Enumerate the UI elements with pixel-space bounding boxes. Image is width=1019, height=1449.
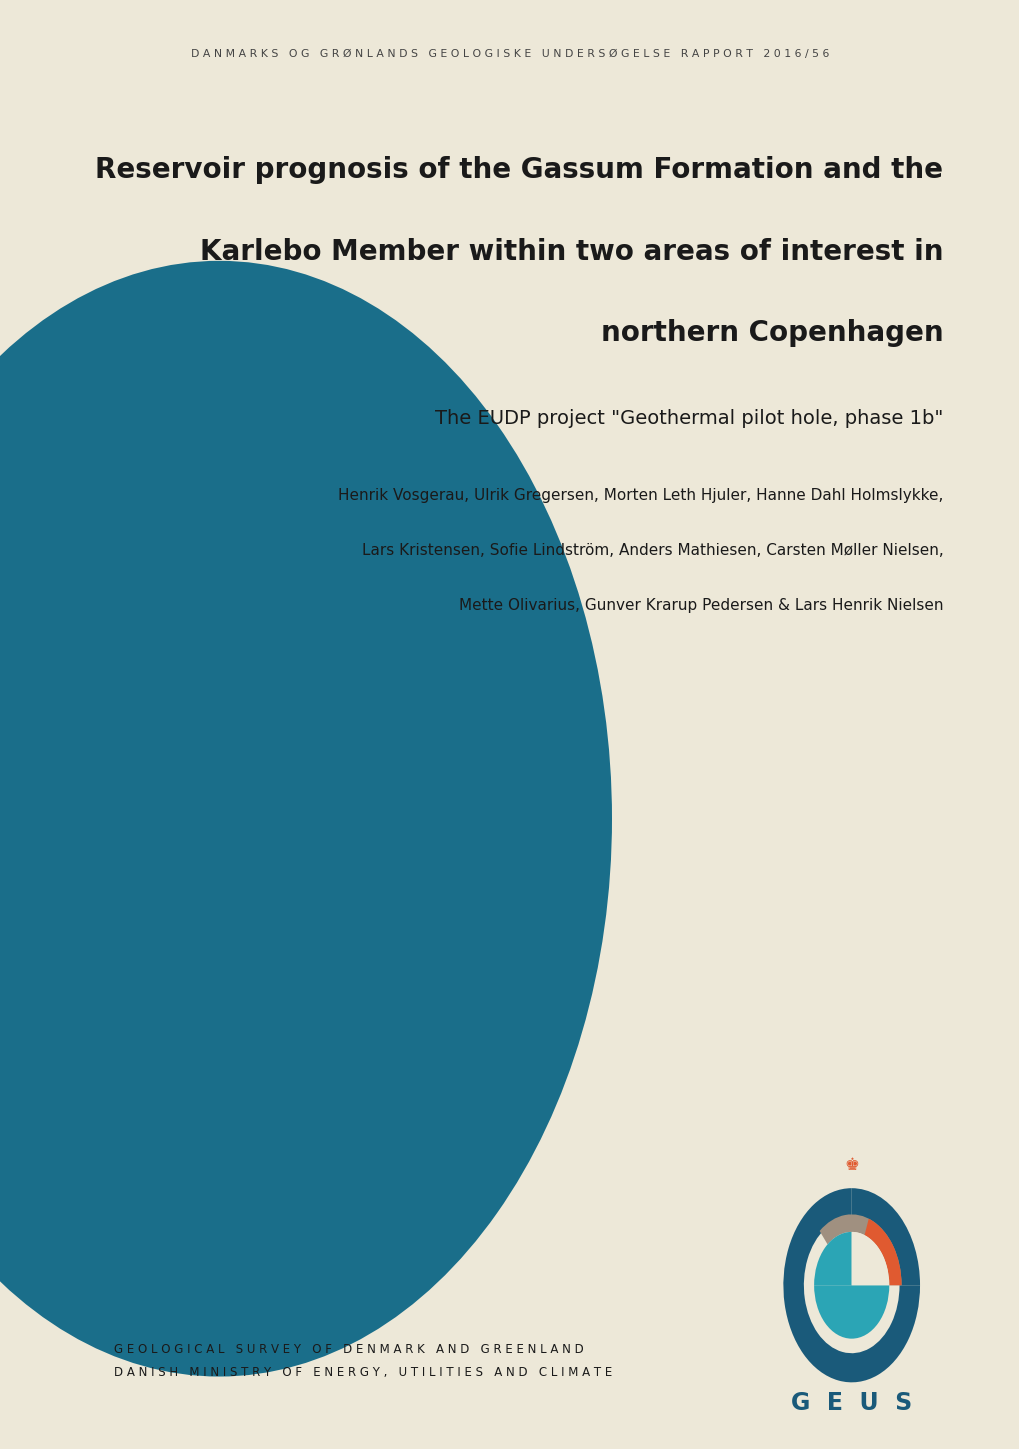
Text: Mette Olivarius, Gunver Krarup Pedersen & Lars Henrik Nielsen: Mette Olivarius, Gunver Krarup Pedersen … xyxy=(459,598,943,613)
Wedge shape xyxy=(851,1188,919,1285)
Text: G  E  U  S: G E U S xyxy=(791,1391,911,1416)
Wedge shape xyxy=(813,1232,851,1285)
Text: ♚: ♚ xyxy=(844,1156,858,1174)
Text: Karlebo Member within two areas of interest in: Karlebo Member within two areas of inter… xyxy=(200,238,943,265)
Text: The EUDP project "Geothermal pilot hole, phase 1b": The EUDP project "Geothermal pilot hole,… xyxy=(435,409,943,427)
Wedge shape xyxy=(851,1232,889,1285)
Text: D A N I S H   M I N I S T R Y   O F   E N E R G Y ,   U T I L I T I E S   A N D : D A N I S H M I N I S T R Y O F E N E R … xyxy=(114,1366,611,1379)
Text: G E O L O G I C A L   S U R V E Y   O F   D E N M A R K   A N D   G R E E N L A : G E O L O G I C A L S U R V E Y O F D E … xyxy=(114,1343,584,1356)
Text: Henrik Vosgerau, Ulrik Gregersen, Morten Leth Hjuler, Hanne Dahl Holmslykke,: Henrik Vosgerau, Ulrik Gregersen, Morten… xyxy=(337,488,943,503)
Wedge shape xyxy=(819,1214,901,1285)
Circle shape xyxy=(0,261,611,1377)
Text: Lars Kristensen, Sofie Lindström, Anders Mathiesen, Carsten Møller Nielsen,: Lars Kristensen, Sofie Lindström, Anders… xyxy=(362,543,943,558)
Text: northern Copenhagen: northern Copenhagen xyxy=(600,319,943,346)
Wedge shape xyxy=(813,1285,889,1339)
Wedge shape xyxy=(864,1219,901,1285)
Wedge shape xyxy=(783,1188,919,1382)
Text: D A N M A R K S   O G   G R Ø N L A N D S   G E O L O G I S K E   U N D E R S Ø : D A N M A R K S O G G R Ø N L A N D S G … xyxy=(191,49,828,59)
Text: Reservoir prognosis of the Gassum Formation and the: Reservoir prognosis of the Gassum Format… xyxy=(96,156,943,184)
